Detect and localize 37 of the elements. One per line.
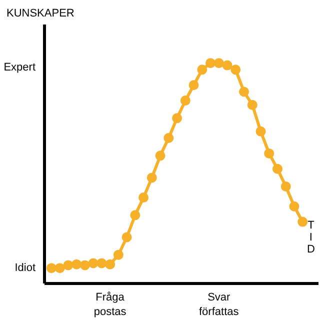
point [105, 259, 116, 270]
point [272, 164, 282, 174]
point [238, 86, 249, 97]
point [188, 80, 199, 90]
x-tick-label: Svar författas [199, 292, 240, 318]
point [256, 126, 266, 136]
point [122, 232, 132, 242]
point [289, 201, 300, 212]
point [54, 263, 65, 274]
point [172, 113, 182, 124]
point [214, 58, 224, 68]
x-tick-label: Fråga postas [94, 292, 127, 318]
point [264, 148, 274, 158]
point [197, 64, 208, 75]
point [222, 60, 232, 70]
point [138, 192, 149, 203]
point [280, 182, 291, 192]
text: Expert [4, 61, 36, 74]
point [155, 150, 166, 161]
point [247, 100, 258, 110]
point [164, 133, 174, 144]
point [46, 263, 56, 274]
text: Idiot [14, 262, 36, 274]
point [298, 216, 308, 227]
y-axis-title: KUNSKAPER [6, 8, 74, 20]
x-axis-title: TID [306, 220, 315, 256]
point [80, 260, 90, 270]
point [88, 258, 98, 268]
point [96, 258, 107, 268]
point [113, 250, 124, 260]
point [206, 58, 216, 68]
point [146, 172, 157, 183]
point [130, 210, 140, 220]
point [72, 259, 82, 270]
point [230, 64, 241, 75]
point [180, 96, 190, 106]
point [63, 260, 74, 270]
